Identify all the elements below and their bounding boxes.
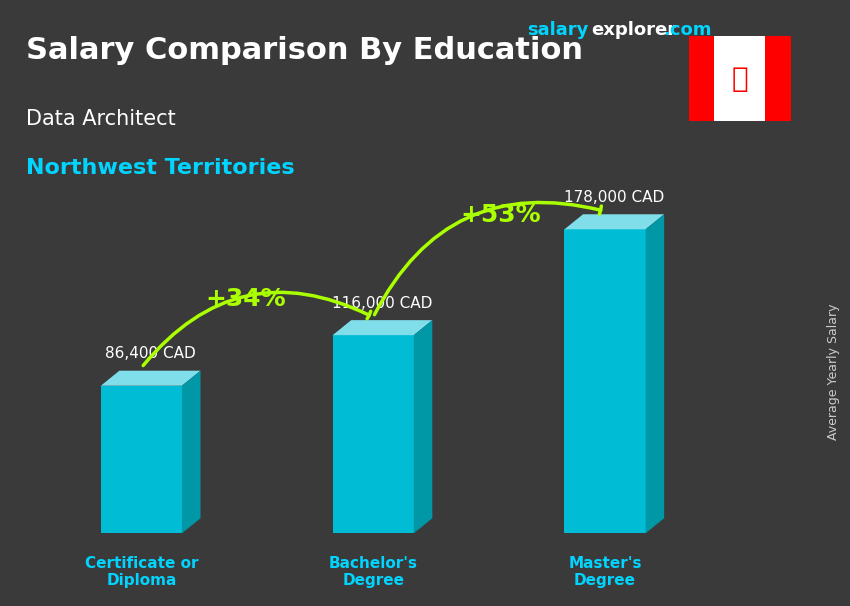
Text: 116,000 CAD: 116,000 CAD	[332, 296, 433, 311]
Bar	[714, 36, 765, 121]
Bar	[765, 36, 790, 121]
Text: Bachelor's
Degree: Bachelor's Degree	[329, 556, 417, 588]
Text: +34%: +34%	[206, 287, 286, 311]
Text: Master's
Degree: Master's Degree	[569, 556, 642, 588]
Text: +53%: +53%	[461, 203, 541, 227]
Text: Salary Comparison By Education: Salary Comparison By Education	[26, 36, 582, 65]
Text: salary: salary	[527, 21, 588, 39]
Text: 178,000 CAD: 178,000 CAD	[564, 190, 665, 205]
Polygon shape	[414, 320, 433, 533]
Polygon shape	[182, 371, 201, 533]
Text: Northwest Territories: Northwest Territories	[26, 158, 294, 178]
Bar	[688, 36, 714, 121]
Polygon shape	[564, 229, 646, 533]
Polygon shape	[564, 215, 664, 229]
Text: 86,400 CAD: 86,400 CAD	[105, 346, 196, 361]
Text: 🍁: 🍁	[731, 65, 748, 93]
Polygon shape	[332, 335, 414, 533]
Polygon shape	[332, 320, 433, 335]
Text: Average Yearly Salary: Average Yearly Salary	[826, 303, 840, 439]
Polygon shape	[101, 386, 182, 533]
Text: Data Architect: Data Architect	[26, 109, 175, 129]
Text: .com: .com	[663, 21, 711, 39]
Polygon shape	[646, 215, 664, 533]
Text: Certificate or
Diploma: Certificate or Diploma	[85, 556, 198, 588]
Polygon shape	[101, 371, 201, 386]
Text: explorer: explorer	[591, 21, 676, 39]
